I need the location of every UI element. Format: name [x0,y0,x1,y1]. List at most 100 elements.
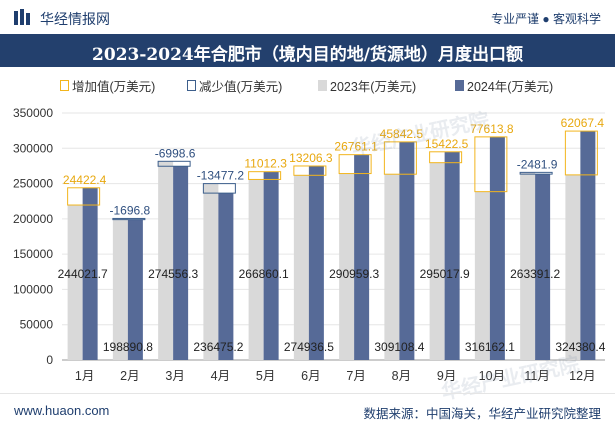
y-tick-label: 0 [46,353,53,367]
header-tags: 专业严谨 ● 客观科学 [491,12,601,26]
x-tick-label: 4月 [211,369,230,383]
logo-icon [14,9,30,25]
x-tick-label: 1月 [75,369,94,383]
difference-label: 15422.5 [425,137,469,151]
value-label: 274556.3 [148,267,198,281]
x-tick-label: 2月 [120,369,139,383]
footer-url[interactable]: www.huaon.com [14,403,110,418]
legend-2023: 2023年(万美元) [318,76,416,95]
legend-decrease: 减少值(万美元) [187,76,282,95]
difference-label: 77613.8 [470,122,514,136]
increase-swatch [60,80,69,91]
bar-2024 [308,165,324,360]
difference-label: -6998.6 [155,146,196,160]
bar-2024 [82,187,98,360]
series-2024-swatch [455,80,464,91]
x-tick-label: 12月 [569,369,595,383]
x-tick-label: 8月 [392,369,411,383]
bar-2024 [489,136,505,360]
legend-increase-label: 增加值(万美元) [72,80,156,94]
increase-box [474,136,508,193]
y-tick-label: 50000 [20,318,54,332]
legend-decrease-label: 减少值(万美元) [199,80,283,94]
legend-2024-label: 2024年(万美元) [467,80,554,94]
difference-label: 11012.3 [244,157,287,171]
value-label: 324380.4 [555,340,605,354]
x-tick-label: 3月 [165,369,184,383]
title-bar [0,34,615,67]
footer: www.huaon.com 数据来源：中国海关，华经产业研究院整理 [0,393,615,428]
legend-increase: 增加值(万美元) [60,76,155,95]
chart-title: 2023-2024年合肥市（境内目的地/货源地）月度出口额 [92,45,523,65]
y-tick-label: 100000 [13,282,53,296]
increase-box [383,141,417,175]
difference-label: 26761.1 [334,140,378,154]
x-tick-label: 11月 [524,369,549,383]
bar-2023 [67,205,83,360]
decrease-box [519,171,553,175]
bar-2023 [565,174,581,360]
bar-chart: 0 50000 100000 150000 200000 250000 300000 3500… [13,106,606,383]
top-bar: 华经情报网 专业严谨 ● 客观科学 [0,0,615,34]
bar-2023 [112,218,128,360]
value-label: 309108.4 [374,340,424,354]
value-label: 244021.7 [58,267,108,281]
value-label: 316162.1 [465,340,515,354]
legend-2023-label: 2023年(万美元) [330,80,417,94]
bar-2024 [399,141,415,360]
bar-2024 [354,154,370,360]
increase-box [67,187,101,206]
decrease-swatch [187,80,196,91]
bar-2024 [173,166,189,360]
bar-2023 [203,183,219,360]
bar-2024 [444,151,460,360]
y-tick-label: 300000 [13,141,53,155]
difference-label: -2481.9 [517,157,558,171]
x-tick-label: 9月 [437,369,456,383]
site-name: 华经情报网 [40,11,110,27]
x-tick-label: 7月 [346,369,365,383]
bar-2023 [474,191,490,360]
decrease-box [112,217,146,221]
increase-box [564,130,598,176]
increase-box [429,151,463,164]
bar-2023 [384,174,400,360]
difference-label: 62067.4 [561,116,605,130]
bar-2023 [339,173,355,360]
value-label: 198890.8 [103,340,153,354]
y-tick-label: 350000 [13,106,53,120]
x-tick-label: 10月 [479,369,505,383]
difference-label: -13477.2 [197,169,245,183]
decrease-box [202,183,236,194]
y-tick-label: 150000 [13,247,53,261]
bar-2023 [429,162,445,360]
legend: 增加值(万美元) 减少值(万美元) 2023年(万美元) 2024年(万美元) [0,76,615,94]
value-label: 274936.5 [284,340,334,354]
difference-label: 24422.4 [63,173,107,187]
bar-2024 [535,174,551,360]
bar-2024 [580,131,596,360]
legend-2024: 2024年(万美元) [455,76,553,95]
bar-2023 [520,172,536,360]
y-tick-label: 250000 [13,177,53,191]
value-label: 236475.2 [193,340,243,354]
increase-box [248,171,282,180]
x-tick-label: 5月 [256,369,275,383]
x-tick-label: 6月 [301,369,320,383]
difference-label: 13206.3 [289,151,333,165]
value-label: 295017.9 [420,267,470,281]
increase-box [293,165,327,176]
value-label: 266860.1 [239,267,289,281]
value-label: 290959.3 [329,267,379,281]
bar-2024 [127,219,143,360]
bar-2024 [218,193,234,360]
increase-box [338,154,372,175]
bar-2024 [263,171,279,360]
bar-2023 [293,175,309,360]
y-tick-label: 200000 [13,212,53,226]
value-label: 263391.2 [510,267,560,281]
difference-label: -1696.8 [110,203,151,217]
bar-2023 [158,161,174,360]
series-2023-swatch [318,80,327,91]
decrease-box [157,160,191,167]
